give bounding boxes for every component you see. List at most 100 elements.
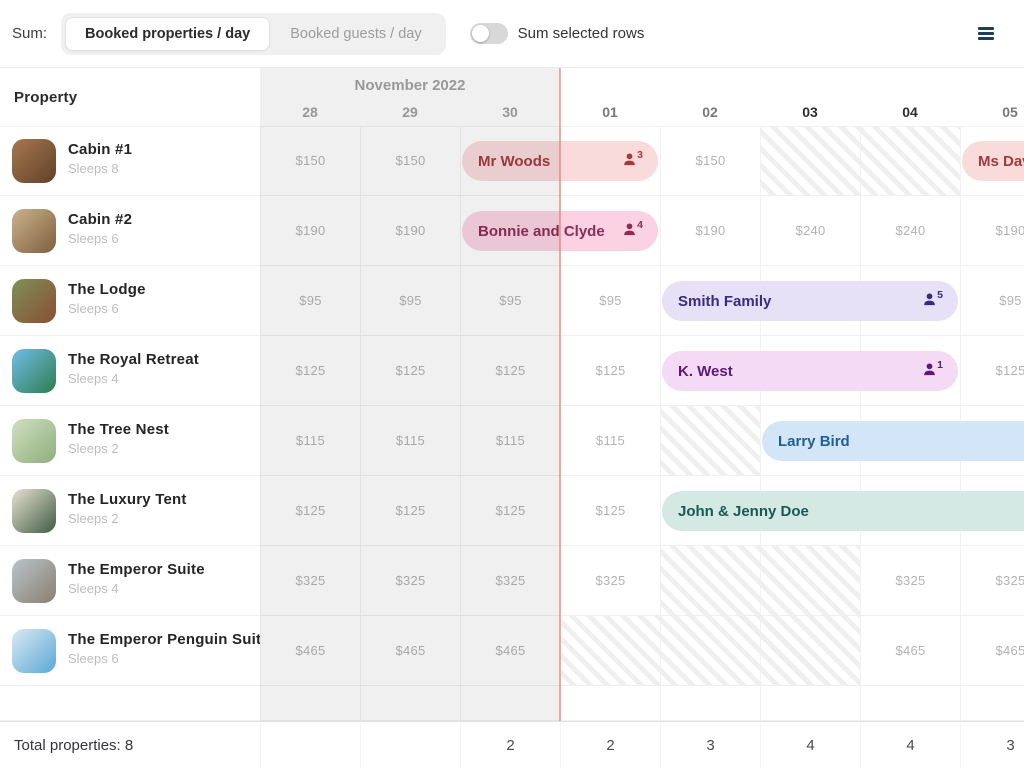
day-header-02: 02 (702, 104, 718, 120)
day-cell[interactable]: $125 (560, 476, 660, 545)
property-row[interactable]: Cabin #2 Sleeps 6 $190 $190 $190 $240 $240 $190… (0, 196, 1024, 266)
day-cell[interactable]: $465 (960, 616, 1024, 685)
day-cell[interactable]: $325 (260, 546, 360, 615)
price-label: $240 (895, 223, 926, 238)
empty-cell (860, 686, 960, 720)
day-cell[interactable]: $325 (460, 546, 560, 615)
day-cell[interactable]: $125 (360, 476, 460, 545)
day-cell[interactable]: $150 (360, 126, 460, 195)
sum-mode-segmented-control: Booked properties / day Booked guests / … (61, 12, 446, 55)
property-row[interactable]: The Luxury Tent Sleeps 2 $125 $125 $125 $125 J… (0, 476, 1024, 546)
day-cell[interactable]: $95 (960, 266, 1024, 335)
unavailable-hatch (560, 616, 860, 685)
day-cell[interactable]: $115 (360, 406, 460, 475)
day-cell[interactable] (960, 126, 1024, 195)
price-label: $125 (295, 363, 326, 378)
booking-pill[interactable]: Bonnie and Clyde 4 (462, 211, 658, 251)
property-row[interactable]: The Tree Nest Sleeps 2 $115 $115 $115 $115 Lar… (0, 406, 1024, 476)
price-label: $150 (695, 153, 726, 168)
unavailable-hatch (760, 126, 960, 195)
day-cell[interactable]: $125 (460, 336, 560, 405)
day-cell[interactable]: $240 (860, 196, 960, 265)
property-thumbnail (12, 419, 56, 463)
guest-count: 1 (937, 358, 943, 371)
price-label: $190 (995, 223, 1024, 238)
property-row[interactable]: The Royal Retreat Sleeps 4 $125 $125 $125 $12… (0, 336, 1024, 406)
day-cell[interactable]: $325 (860, 546, 960, 615)
day-cell[interactable]: $150 (260, 126, 360, 195)
menu-button[interactable] (974, 23, 998, 44)
day-cell[interactable]: $125 (460, 476, 560, 545)
day-cell[interactable]: $115 (260, 406, 360, 475)
price-label: $115 (395, 433, 426, 448)
day-cell[interactable]: $95 (360, 266, 460, 335)
day-cell[interactable]: $465 (860, 616, 960, 685)
total-properties-label: Total properties: 8 (14, 737, 134, 754)
property-sleeps: Sleeps 2 (68, 441, 119, 456)
segment-booked-guests-per-day[interactable]: Booked guests / day (270, 17, 441, 51)
property-column-header: Property (14, 88, 78, 106)
day-cell[interactable]: $190 (360, 196, 460, 265)
day-cell[interactable]: $190 (660, 196, 760, 265)
property-row[interactable]: The Lodge Sleeps 6 $95 $95 $95 $95 $95 Smith Fa… (0, 266, 1024, 336)
day-cell[interactable]: $150 (660, 126, 760, 195)
day-cell[interactable] (660, 336, 760, 405)
segment-booked-properties-per-day[interactable]: Booked properties / day (65, 16, 271, 51)
day-header-03: 03 (802, 104, 818, 120)
day-cell[interactable]: $125 (960, 336, 1024, 405)
day-cell[interactable] (460, 126, 560, 195)
property-thumbnail (12, 279, 56, 323)
property-name: The Emperor Penguin Suit (68, 631, 260, 648)
property-row[interactable]: Cabin #1 Sleeps 8 $150 $150 $150 Mr Woods 3 Ms … (0, 126, 1024, 196)
day-cell[interactable]: $190 (260, 196, 360, 265)
day-cell[interactable]: $95 (560, 266, 660, 335)
empty-cell (760, 686, 860, 720)
property-thumbnail (12, 489, 56, 533)
guest-count: 5 (937, 288, 943, 301)
day-cell[interactable] (760, 406, 860, 475)
booking-pill[interactable]: Ms Dav (962, 141, 1024, 181)
day-cell[interactable]: $325 (560, 546, 660, 615)
day-cell[interactable]: $115 (460, 406, 560, 475)
day-cell[interactable]: $95 (260, 266, 360, 335)
day-cell[interactable]: $240 (760, 196, 860, 265)
price-label: $125 (495, 363, 526, 378)
day-cell[interactable]: $125 (360, 336, 460, 405)
day-cell[interactable]: $465 (260, 616, 360, 685)
day-cell[interactable]: $115 (560, 406, 660, 475)
price-label: $115 (595, 433, 626, 448)
price-label: $95 (999, 293, 1022, 308)
property-row[interactable]: The Emperor Suite Sleeps 4 $325 $325 $325 $32… (0, 546, 1024, 616)
property-sleeps: Sleeps 4 (68, 581, 119, 596)
hamburger-icon (978, 27, 994, 40)
day-cell[interactable]: $465 (360, 616, 460, 685)
person-icon (923, 362, 936, 380)
day-cell[interactable]: $325 (360, 546, 460, 615)
day-cell[interactable]: $125 (560, 336, 660, 405)
booking-pill[interactable]: Larry Bird (762, 421, 1024, 461)
price-label: $150 (395, 153, 426, 168)
day-cell[interactable]: $465 (460, 616, 560, 685)
empty-cell (360, 686, 460, 720)
day-cell[interactable]: $325 (960, 546, 1024, 615)
day-cell[interactable]: $125 (260, 476, 360, 545)
sum-label: Sum: (12, 25, 48, 42)
day-header-04: 04 (902, 104, 918, 120)
booking-pill[interactable]: Smith Family 5 (662, 281, 958, 321)
day-cell[interactable]: $95 (460, 266, 560, 335)
day-header-28: 28 (302, 104, 318, 120)
day-cell[interactable]: $190 (960, 196, 1024, 265)
price-label: $240 (795, 223, 826, 238)
property-row[interactable]: The Emperor Penguin Suit Sleeps 6 $465 $465… (0, 616, 1024, 686)
day-cell[interactable]: $125 (260, 336, 360, 405)
day-cell[interactable] (660, 476, 760, 545)
day-cell[interactable] (660, 266, 760, 335)
booking-pill[interactable]: K. West 1 (662, 351, 958, 391)
day-cell[interactable] (460, 196, 560, 265)
booking-pill[interactable]: Mr Woods 3 (462, 141, 658, 181)
price-label: $125 (495, 503, 526, 518)
sum-selected-rows-toggle[interactable] (469, 23, 508, 44)
total-value: 3 (960, 722, 1024, 768)
booking-pill[interactable]: John & Jenny Doe (662, 491, 1024, 531)
